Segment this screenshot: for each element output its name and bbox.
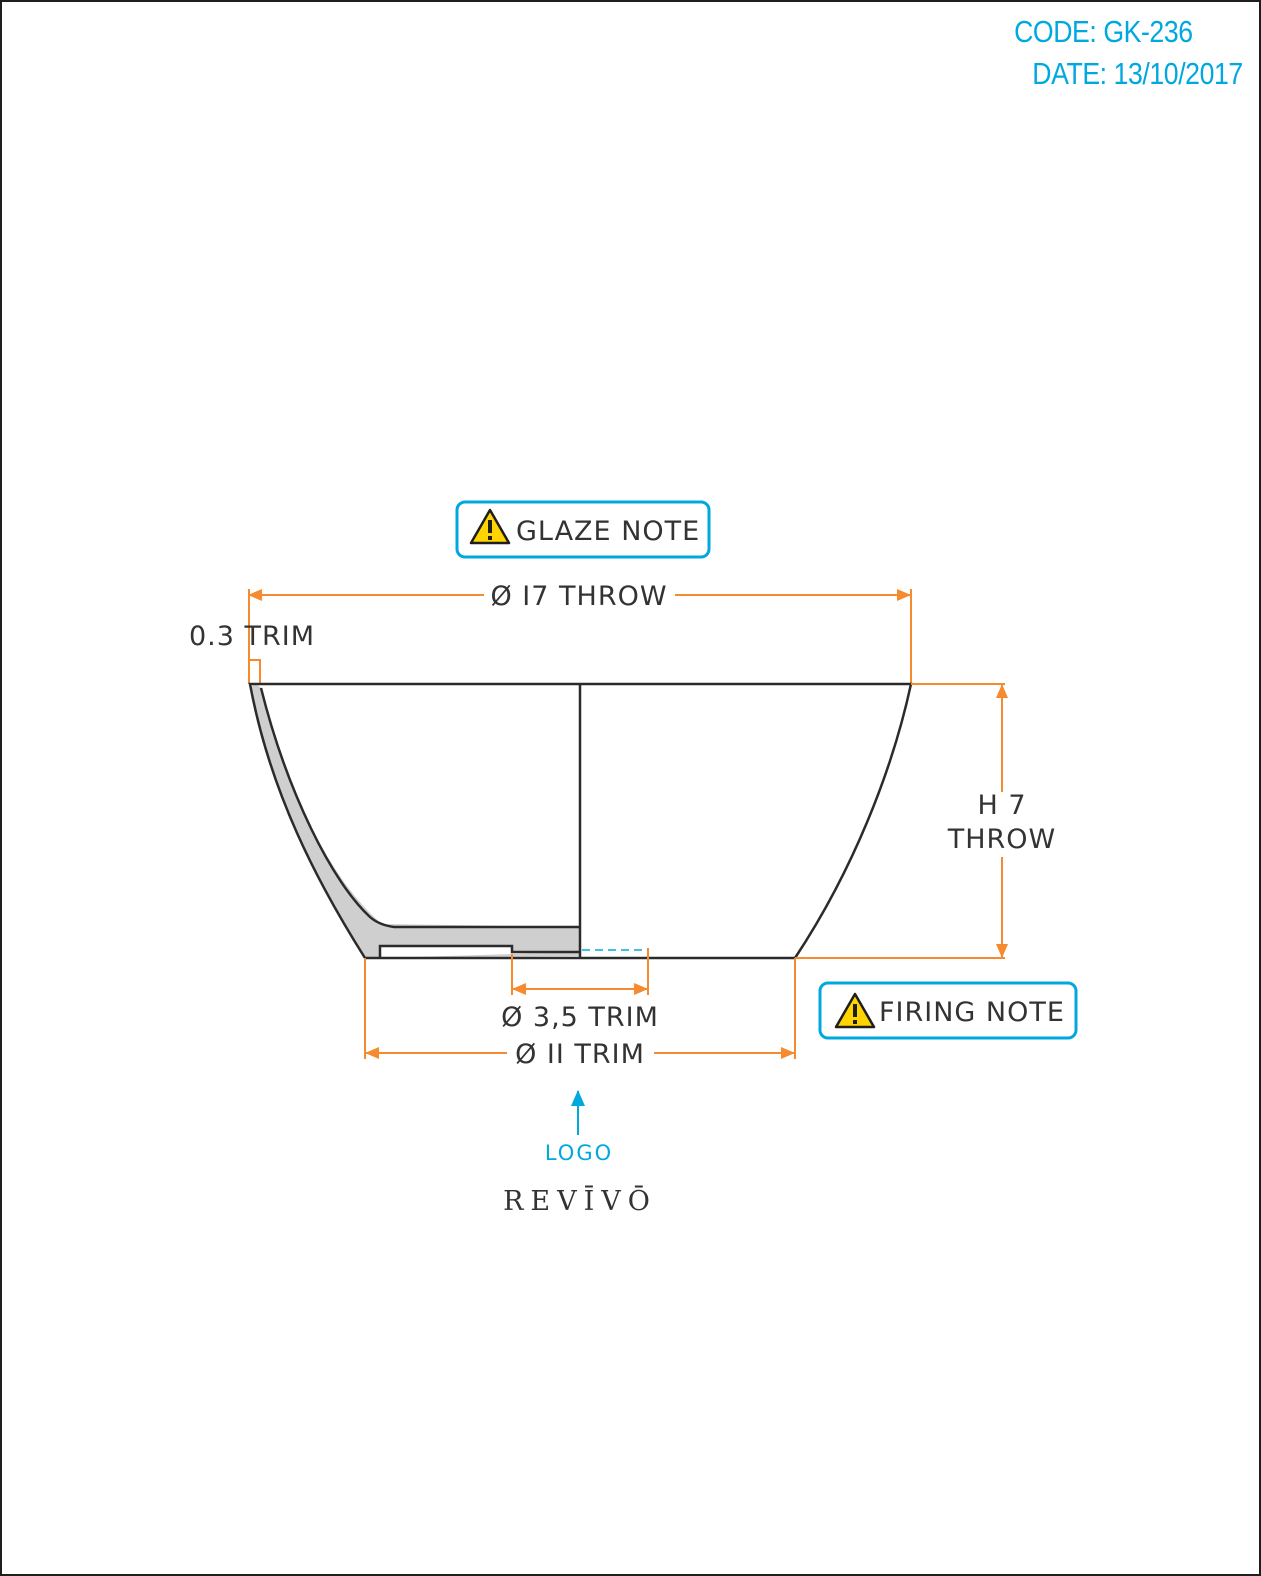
drawing-date: DATE: 13/10/2017 <box>1032 56 1244 91</box>
top-diameter-dimension: Ø I7 THROW <box>248 581 912 684</box>
brand-logo: REVĪVŌ <box>503 1184 657 1217</box>
glaze-note-label: GLAZE NOTE <box>516 516 700 547</box>
bowl-profile <box>248 682 913 960</box>
rim-trim-label: 0.3 TRIM <box>189 621 315 652</box>
product-code: CODE: GK-236 <box>1014 14 1193 49</box>
height-dimension: H 7 THROW <box>795 683 1057 959</box>
top-diameter-label: Ø I7 THROW <box>490 581 667 612</box>
warning-icon <box>469 508 511 545</box>
foot-outer-label: Ø II TRIM <box>515 1039 645 1070</box>
foot-inner-label: Ø 3,5 TRIM <box>501 1002 659 1033</box>
logo-label: LOGO <box>545 1141 613 1165</box>
rim-trim-dimension: 0.3 TRIM <box>189 621 315 684</box>
firing-note: FIRING NOTE <box>818 981 1078 1040</box>
warning-icon <box>834 992 876 1029</box>
glaze-note: GLAZE NOTE <box>455 500 711 559</box>
height-label-line2: THROW <box>947 824 1057 855</box>
firing-note-label: FIRING NOTE <box>879 997 1065 1028</box>
logo-callout: LOGO REVĪVŌ <box>503 1090 657 1217</box>
height-label-line1: H 7 <box>977 790 1026 821</box>
foot-inner-dimension: Ø 3,5 TRIM <box>501 948 659 1033</box>
foot-outer-dimension: Ø II TRIM <box>364 958 796 1070</box>
